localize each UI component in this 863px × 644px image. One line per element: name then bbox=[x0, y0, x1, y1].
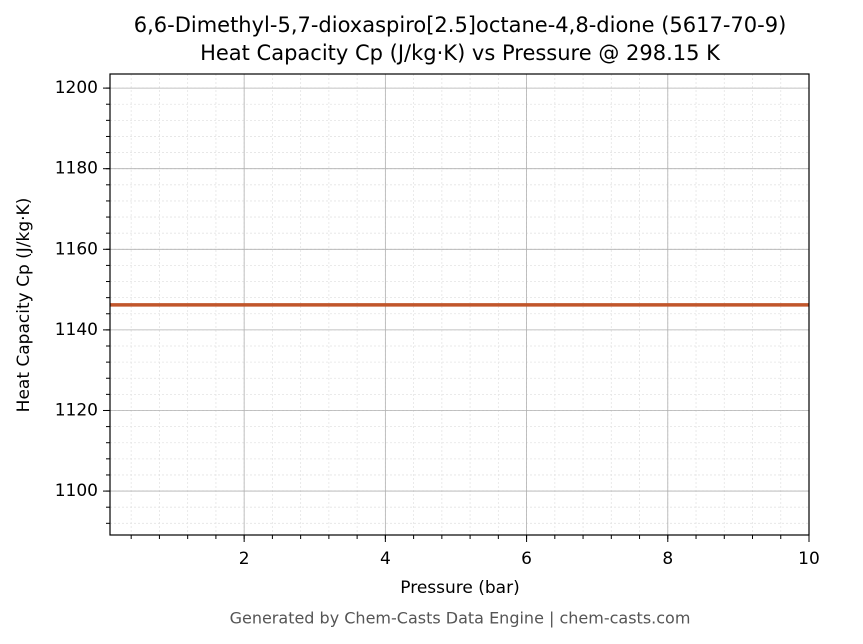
x-tick-label: 2 bbox=[239, 549, 250, 569]
plot-frame bbox=[109, 73, 810, 536]
y-tick-label: 1180 bbox=[55, 159, 98, 179]
chart-subtitle: Heat Capacity Cp (J/kg·K) vs Pressure @ … bbox=[200, 41, 721, 65]
x-tick-label: 4 bbox=[380, 549, 391, 569]
y-tick-label: 1100 bbox=[55, 481, 98, 501]
y-tick-label: 1200 bbox=[55, 78, 98, 98]
x-tick-label: 6 bbox=[521, 549, 532, 569]
chart-title: 6,6-Dimethyl-5,7-dioxaspiro[2.5]octane-4… bbox=[134, 13, 787, 37]
y-tick-label: 1120 bbox=[55, 400, 98, 420]
x-tick-label: 8 bbox=[662, 549, 673, 569]
y-tick-label: 1160 bbox=[55, 239, 98, 259]
footer: Generated by Chem-Casts Data Engine | ch… bbox=[230, 609, 691, 628]
x-tick-label: 10 bbox=[798, 549, 820, 569]
x-axis-label: Pressure (bar) bbox=[400, 578, 519, 598]
y-tick-label: 1140 bbox=[55, 320, 98, 340]
y-axis-label: Heat Capacity Cp (J/kg·K) bbox=[14, 198, 34, 413]
